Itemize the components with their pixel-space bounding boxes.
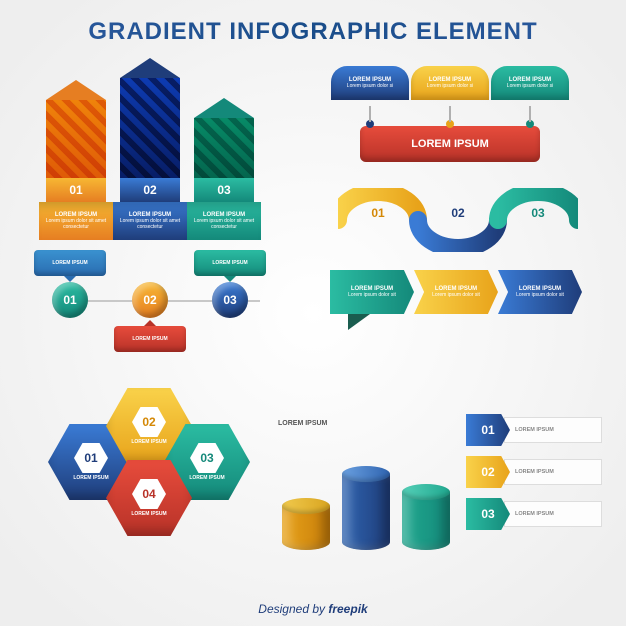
bar-number: 01 (46, 178, 106, 202)
row-bar: LOREM IPSUM (504, 417, 602, 443)
cylinder-3 (402, 484, 450, 550)
list-row-01: 01 LOREM IPSUM (466, 414, 602, 446)
list-row-02: 02 LOREM IPSUM (466, 456, 602, 488)
footer-prefix: Designed by (258, 602, 328, 616)
step-circle-02: 02 (132, 282, 168, 318)
banner-tail (348, 314, 370, 330)
footer-credit: Designed by freepik (0, 602, 626, 616)
hexagon-cluster: 01 LOREM IPSUM02 LOREM IPSUM03 LOREM IPS… (48, 388, 248, 558)
chevron-seg-3: LOREM IPSUM Lorem ipsum dolor sit (498, 270, 582, 314)
banner-label: LOREM IPSUM (360, 126, 540, 162)
chevron-banner: LOREM IPSUM Lorem ipsum dolor sit LOREM … (330, 270, 582, 336)
step-circle-01: 01 (52, 282, 88, 318)
cylinder-chart: LOREM IPSUM (278, 416, 468, 566)
wave-number-02: 02 (451, 206, 464, 220)
chevron-seg-2: LOREM IPSUM Lorem ipsum dolor sit (414, 270, 498, 314)
arrow-list: 01 LOREM IPSUM02 LOREM IPSUM03 LOREM IPS… (466, 414, 602, 540)
cylinder-1 (282, 498, 330, 550)
row-bar: LOREM IPSUM (504, 501, 602, 527)
row-number: 01 (466, 414, 510, 446)
cylinder-chart-label: LOREM IPSUM (278, 420, 327, 428)
row-bar: LOREM IPSUM (504, 459, 602, 485)
wave-number-01: 01 (371, 206, 384, 220)
step-callout-03: LOREM IPSUM (194, 250, 266, 276)
chevron-seg-1: LOREM IPSUM Lorem ipsum dolor sit (330, 270, 414, 314)
tabs-banner: LOREM IPSUM Lorem ipsum dolor si LOREM I… (310, 66, 590, 162)
bar-number: 02 (120, 178, 180, 202)
step-callout-02: LOREM IPSUM (114, 326, 186, 352)
tab-1: LOREM IPSUM Lorem ipsum dolor si (331, 66, 409, 100)
arrow-bar-02: 02 LOREM IPSUM Lorem ipsum dolor sit ame… (120, 78, 180, 240)
arrow-bar-01: 01 LOREM IPSUM Lorem ipsum dolor sit ame… (46, 100, 106, 240)
bar-body: Lorem ipsum dolor sit amet consectetur (43, 218, 109, 230)
bar-number: 03 (194, 178, 254, 202)
step-callout-01: LOREM IPSUM (34, 250, 106, 276)
cylinder-2 (342, 466, 390, 550)
step-circle-03: 03 (212, 282, 248, 318)
wave-arcs: 01 02 03 (338, 188, 578, 252)
page-title: GRADIENT INFOGRAPHIC ELEMENT (0, 0, 626, 46)
arrow-bars: 01 LOREM IPSUM Lorem ipsum dolor sit ame… (46, 60, 266, 240)
wave-number-03: 03 (531, 206, 544, 220)
arrow-bar-03: 03 LOREM IPSUM Lorem ipsum dolor sit ame… (194, 118, 254, 240)
bar-body: Lorem ipsum dolor sit amet consectetur (191, 218, 257, 230)
list-row-03: 03 LOREM IPSUM (466, 498, 602, 530)
bar-body: Lorem ipsum dolor sit amet consectetur (117, 218, 183, 230)
tab-2: LOREM IPSUM Lorem ipsum dolor si (411, 66, 489, 100)
row-number: 03 (466, 498, 510, 530)
footer-brand-link[interactable]: freepik (328, 602, 367, 616)
tab-3: LOREM IPSUM Lorem ipsum dolor si (491, 66, 569, 100)
row-number: 02 (466, 456, 510, 488)
